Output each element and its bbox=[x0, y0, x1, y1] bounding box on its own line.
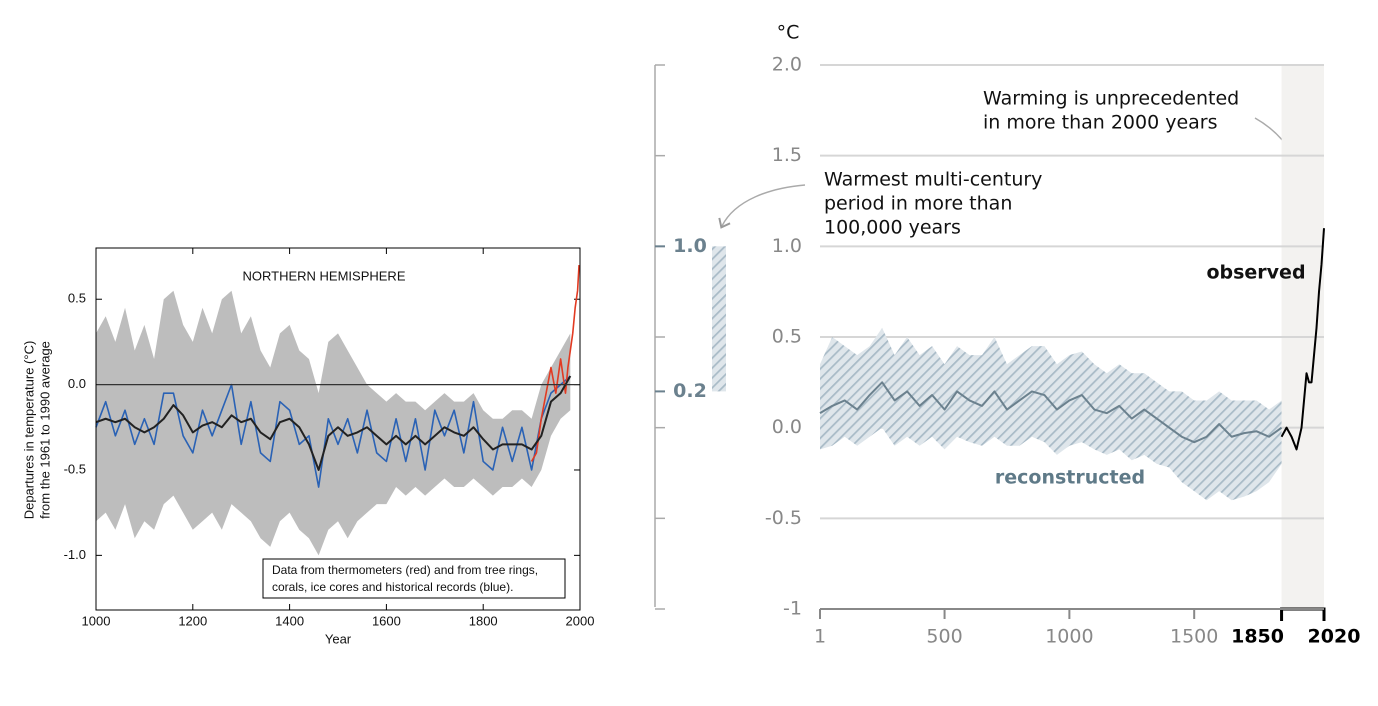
annotation: Warmest multi-century bbox=[824, 169, 1042, 191]
x-tick-label: 1 bbox=[814, 626, 826, 648]
series-line bbox=[530, 265, 580, 462]
uncertainty-band bbox=[96, 290, 571, 556]
annotation: observed bbox=[1206, 262, 1305, 284]
y-axis-label: Departures in temperature (°C) bbox=[21, 341, 36, 520]
y-tick-label: 1.0 bbox=[772, 235, 802, 257]
note-text: Data from thermometers (red) and from tr… bbox=[272, 563, 538, 577]
annotation: Warming is unprecedented bbox=[983, 88, 1239, 110]
plot-frame bbox=[95, 247, 581, 611]
x-tick-label: 1000 bbox=[1045, 626, 1093, 648]
period-bracket bbox=[1280, 607, 1326, 621]
y-tick-label: 0.5 bbox=[772, 326, 802, 348]
y-tick-label: 2.0 bbox=[772, 54, 802, 76]
y-tick-label: -1.0 bbox=[64, 547, 86, 562]
x-tick-label: 1600 bbox=[372, 613, 401, 628]
range-label: 1.0 bbox=[673, 235, 707, 257]
x-tick-label: 2020 bbox=[1308, 626, 1361, 648]
y-tick-label: 1.5 bbox=[772, 144, 802, 166]
annotation: reconstructed bbox=[995, 467, 1145, 489]
y-tick-label: -0.5 bbox=[64, 461, 86, 476]
note-text: corals, ice cores and historical records… bbox=[272, 580, 513, 594]
series-line bbox=[1280, 228, 1325, 451]
y-axis-label: from the 1961 to 1990 average bbox=[37, 341, 52, 519]
x-tick-label: 2000 bbox=[566, 613, 595, 628]
arrow bbox=[718, 184, 806, 229]
x-tick-label: 1850 bbox=[1231, 626, 1284, 648]
x-tick-label: 500 bbox=[926, 626, 962, 648]
x-tick-label: 1400 bbox=[275, 613, 304, 628]
x-axis-label: Year bbox=[325, 631, 352, 646]
x-tick-label: 1000 bbox=[82, 613, 111, 628]
y-tick-label: 0.0 bbox=[772, 416, 802, 438]
y-tick-label: -0.5 bbox=[765, 507, 802, 529]
range-label: 0.2 bbox=[673, 380, 707, 402]
annotation: period in more than bbox=[824, 193, 1012, 215]
range-bar bbox=[712, 246, 726, 392]
chart-title: NORTHERN HEMISPHERE bbox=[242, 268, 405, 283]
y-tick-label: 0.0 bbox=[68, 376, 86, 391]
note-box bbox=[262, 558, 566, 599]
y-tick-label: 0.5 bbox=[68, 291, 86, 306]
x-tick-label: 1200 bbox=[178, 613, 207, 628]
x-tick-label: 1500 bbox=[1170, 626, 1218, 648]
x-tick-label: 1800 bbox=[469, 613, 498, 628]
annotation: in more than 2000 years bbox=[983, 112, 1218, 134]
y-axis-unit: °C bbox=[777, 22, 800, 44]
chart: 2.01.51.00.50.0-0.5-11 500 1000 1500 1850 202… bbox=[654, 22, 1361, 648]
series-line bbox=[819, 381, 1283, 444]
annotation: 100,000 years bbox=[824, 217, 961, 239]
y-tick-label: -1 bbox=[783, 598, 802, 620]
chart: 0.5 0.0 -0.5 -1.0 1000 1200 1400 1600 1800 2000 NO… bbox=[21, 247, 595, 646]
uncertainty-band bbox=[820, 327, 1282, 501]
series-line bbox=[95, 375, 572, 471]
